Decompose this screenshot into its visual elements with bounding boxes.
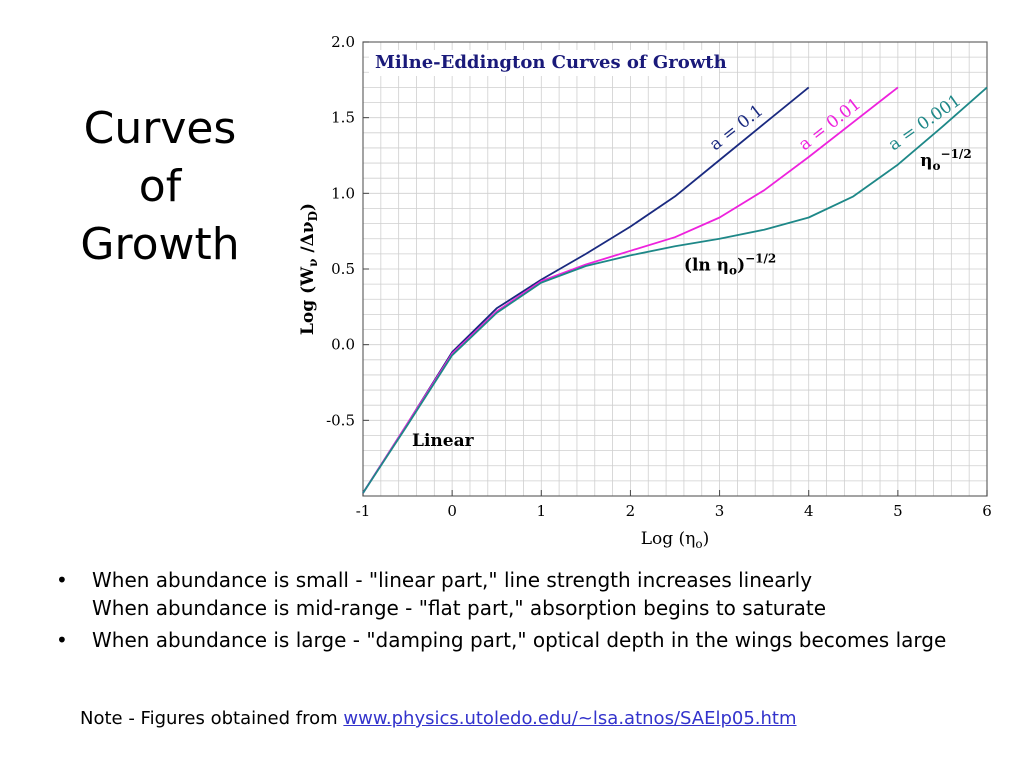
y-tick-label: 0.5: [331, 260, 355, 278]
y-axis-label-text: Log (W: [298, 266, 318, 335]
slide-title: Curves of Growth: [40, 100, 280, 274]
source-note-prefix: Note - Figures obtained from: [80, 708, 344, 729]
annotation-sub: o: [933, 159, 941, 173]
axis-ticks: -1 0 1 2 3 4 5 6 -0.5 0.0 0.5 1.0 1.5 2.0: [326, 33, 992, 520]
chart-title-background: [369, 50, 719, 76]
x-tick-label: 1: [537, 502, 547, 520]
bullet-list: When abundance is small - "linear part,"…: [56, 566, 1006, 658]
chart-series: [362, 86, 988, 494]
slide-title-line: Curves: [83, 103, 237, 154]
series-line-2: [362, 86, 988, 494]
source-link[interactable]: www.physics.utoledo.edu/~lsa.atnos/SAElp…: [343, 708, 797, 729]
series-line-1: [362, 86, 899, 494]
chart-grid: [362, 41, 988, 497]
chart-annotation: ηo−1/2: [920, 147, 972, 173]
chart-annotation: (ln ηo)−1/2: [684, 252, 776, 278]
y-axis-label: Log (Wν /ΔνD): [298, 203, 320, 335]
annotation-end: ): [737, 256, 745, 276]
bullet-line: When abundance is large - "damping part,…: [92, 628, 947, 652]
slide-title-line: of: [138, 161, 182, 212]
series-label: a = 0.001: [885, 91, 965, 155]
bullet-item: When abundance is large - "damping part,…: [56, 626, 1006, 654]
y-axis-label-sub: ν: [306, 259, 320, 267]
y-tick-label: -0.5: [326, 411, 355, 429]
bullet-line: When abundance is mid-range - "flat part…: [92, 596, 827, 620]
y-tick-label: 2.0: [331, 33, 355, 51]
x-tick-label: -1: [356, 502, 371, 520]
x-tick-label: 3: [715, 502, 725, 520]
x-axis-label: Log (ηo): [641, 529, 710, 551]
x-tick-label: 4: [804, 502, 814, 520]
y-axis-label-end: ): [298, 203, 318, 211]
y-tick-label: 1.0: [331, 184, 355, 202]
annotation-sub: o: [729, 264, 737, 278]
bullet-item: When abundance is small - "linear part,"…: [56, 566, 1006, 622]
bullet-line: When abundance is small - "linear part,"…: [92, 568, 813, 592]
annotation-sup: −1/2: [941, 147, 972, 161]
x-tick-label: 5: [893, 502, 903, 520]
series-label: a = 0.01: [795, 94, 865, 155]
annotation-sup: −1/2: [745, 252, 776, 266]
y-axis-label-sub2: D: [306, 211, 320, 221]
chart-title: Milne-Eddington Curves of Growth: [375, 52, 727, 73]
y-tick-label: 0.0: [331, 336, 355, 354]
annotation-text: (ln η: [684, 256, 729, 276]
annotation-text: Linear: [412, 431, 475, 451]
source-note: Note - Figures obtained from www.physics…: [80, 706, 797, 732]
curve-of-growth-chart: -1 0 1 2 3 4 5 6 -0.5 0.0 0.5 1.0 1.5 2.0 Milne-Eddin…: [298, 33, 992, 551]
x-tick-label: 2: [626, 502, 636, 520]
annotation-text: η: [920, 151, 932, 171]
x-tick-label: 0: [447, 502, 457, 520]
y-tick-label: 1.5: [331, 109, 355, 127]
x-axis-label-sub: o: [695, 537, 702, 551]
x-axis-label-text: Log (η: [641, 529, 696, 549]
x-tick-label: 6: [982, 502, 992, 520]
x-axis-label-end: ): [703, 529, 710, 549]
y-axis-label-mid: /Δν: [298, 221, 318, 258]
slide-title-line: Growth: [80, 219, 240, 270]
chart-annotation: Linear: [412, 431, 475, 451]
